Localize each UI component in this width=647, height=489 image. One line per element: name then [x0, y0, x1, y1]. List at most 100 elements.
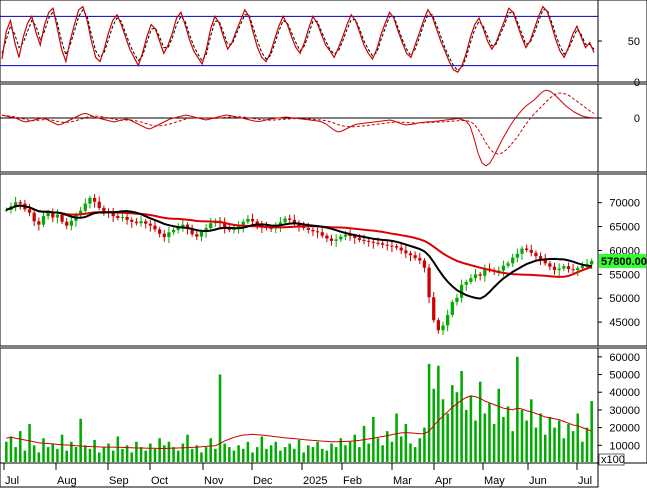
candle-body — [120, 217, 125, 218]
candle-body — [534, 252, 538, 257]
candle-body — [232, 228, 236, 230]
y-tick-label: 45000 — [609, 317, 640, 329]
candle-body — [162, 233, 166, 238]
candle-body — [501, 265, 506, 271]
candle-body — [27, 209, 32, 213]
candle-body — [427, 267, 431, 298]
candle-body — [422, 260, 427, 268]
candle-body — [580, 265, 585, 269]
candle-body — [334, 239, 338, 241]
y-tick-label: 65000 — [609, 222, 640, 234]
candle-body — [311, 229, 315, 232]
y-tick-label: 50000 — [609, 370, 640, 382]
candle-body — [380, 243, 385, 245]
candle-body — [102, 207, 106, 213]
candle-body — [83, 203, 87, 211]
candle-body — [497, 270, 501, 272]
candle-body — [125, 217, 129, 220]
candle-body — [348, 234, 352, 237]
candle-body — [246, 218, 250, 222]
candle-body — [446, 314, 450, 326]
candle-body — [343, 234, 348, 237]
y-tick-label: 10000 — [609, 440, 640, 452]
y-tick-label: 40000 — [609, 387, 640, 399]
x-tick-label: Aug — [57, 475, 77, 487]
candle-body — [288, 218, 292, 220]
candle-body — [51, 212, 55, 218]
candle-body — [18, 202, 22, 204]
stochastic-panel: 0 50 — [0, 0, 647, 89]
candle-body — [357, 238, 362, 240]
candle-body — [548, 263, 552, 267]
candle-body — [60, 214, 64, 222]
candle-body — [562, 266, 566, 269]
candle-body — [195, 234, 199, 237]
y-tick-label: 50 — [628, 36, 640, 48]
candle-body — [283, 218, 287, 223]
candle-body — [199, 231, 204, 237]
candle-body — [478, 274, 482, 276]
x-tick-label: Jun — [529, 475, 547, 487]
y-tick-label: 50000 — [609, 293, 640, 305]
candle-body — [171, 229, 176, 233]
candle-body — [153, 225, 157, 230]
stoch-k-line — [1, 5, 595, 74]
candle-body — [441, 325, 445, 331]
candle-body — [436, 320, 440, 331]
candle-body — [69, 220, 73, 226]
candle-body — [116, 216, 120, 218]
candle-body — [181, 224, 185, 228]
candle-body — [315, 231, 320, 233]
candle-body — [306, 227, 310, 230]
candle-body — [269, 227, 273, 229]
candle-body — [130, 219, 134, 222]
candle-body — [353, 236, 357, 239]
x-tick-label: Mar — [393, 475, 412, 487]
candle-body — [371, 241, 375, 243]
x-tick-label: Sep — [109, 475, 129, 487]
y-tick-label: 60000 — [609, 352, 640, 364]
y-tick-label: 55000 — [609, 269, 640, 281]
candle-body — [176, 227, 180, 230]
candle-body — [418, 258, 422, 261]
x-tick-label: Feb — [343, 475, 362, 487]
candle-body — [167, 232, 171, 238]
candle-body — [223, 222, 227, 228]
y-tick-label: 0 — [634, 113, 640, 125]
candle-body — [37, 221, 41, 225]
candle-body — [325, 235, 329, 239]
macd-panel: 0 — [0, 83, 647, 173]
candle-body — [552, 266, 557, 271]
candle-body — [46, 212, 50, 217]
candle-body — [506, 263, 510, 266]
volume-ma-line — [6, 395, 592, 449]
candle-body — [32, 212, 36, 222]
candle-body — [557, 268, 561, 271]
last-price-badge — [599, 253, 646, 268]
candle-body — [339, 236, 343, 240]
candle-body — [538, 256, 543, 260]
candle-body — [394, 246, 399, 248]
candle-body — [376, 242, 380, 244]
candle-body — [459, 284, 464, 298]
candle-body — [320, 232, 324, 236]
candle-body — [450, 302, 454, 315]
candle-body — [469, 278, 473, 282]
y-tick-label: 70000 — [609, 198, 640, 210]
candle-body — [590, 260, 594, 265]
candle-body — [41, 216, 46, 225]
candle-body — [144, 221, 148, 224]
candle-body — [399, 247, 403, 251]
candle-body — [385, 244, 389, 246]
candle-body — [404, 250, 408, 254]
y-tick-label: 0 — [634, 77, 640, 89]
last-price-label: 57800.00 — [601, 256, 647, 268]
candle-body — [390, 245, 394, 247]
x-tick-label: Jul — [578, 475, 592, 487]
candle-body — [292, 219, 296, 223]
candle-body — [55, 214, 60, 218]
x-tick-label: Oct — [151, 475, 168, 487]
candle-body — [408, 253, 413, 256]
candle-body — [13, 202, 18, 207]
